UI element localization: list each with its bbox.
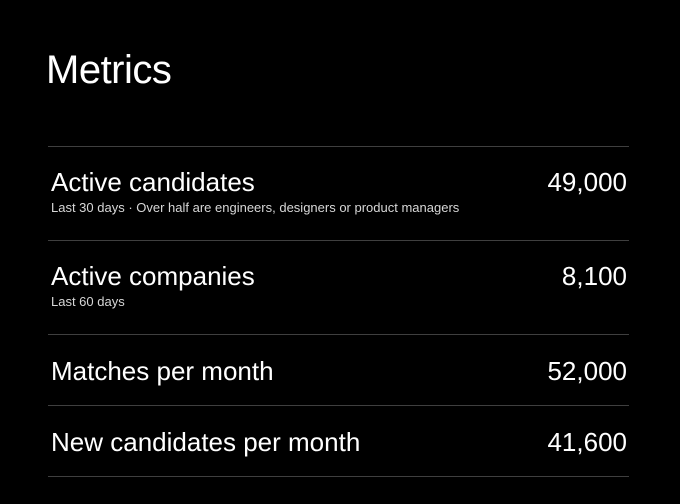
metric-value: 41,600 [547,427,627,457]
metric-label: Active candidates [51,167,255,197]
metric-note: Last 60 days [51,294,125,309]
metric-value: 52,000 [547,356,627,386]
page-title: Metrics [46,48,172,92]
metrics-list: Active candidates Last 30 days · Over ha… [48,146,629,477]
metric-row-new-candidates-per-month: New candidates per month 41,600 [48,406,629,477]
metric-row-active-candidates: Active candidates Last 30 days · Over ha… [48,147,629,241]
metric-value: 8,100 [561,261,627,291]
metric-label: New candidates per month [51,427,361,457]
metric-value: 49,000 [547,167,627,197]
metric-row-active-companies: Active companies Last 60 days 8,100 [48,241,629,335]
metric-row-matches-per-month: Matches per month 52,000 [48,335,629,406]
metric-note: Last 30 days · Over half are engineers, … [51,200,460,215]
metric-label: Active companies [51,261,255,291]
metric-label: Matches per month [51,356,274,386]
